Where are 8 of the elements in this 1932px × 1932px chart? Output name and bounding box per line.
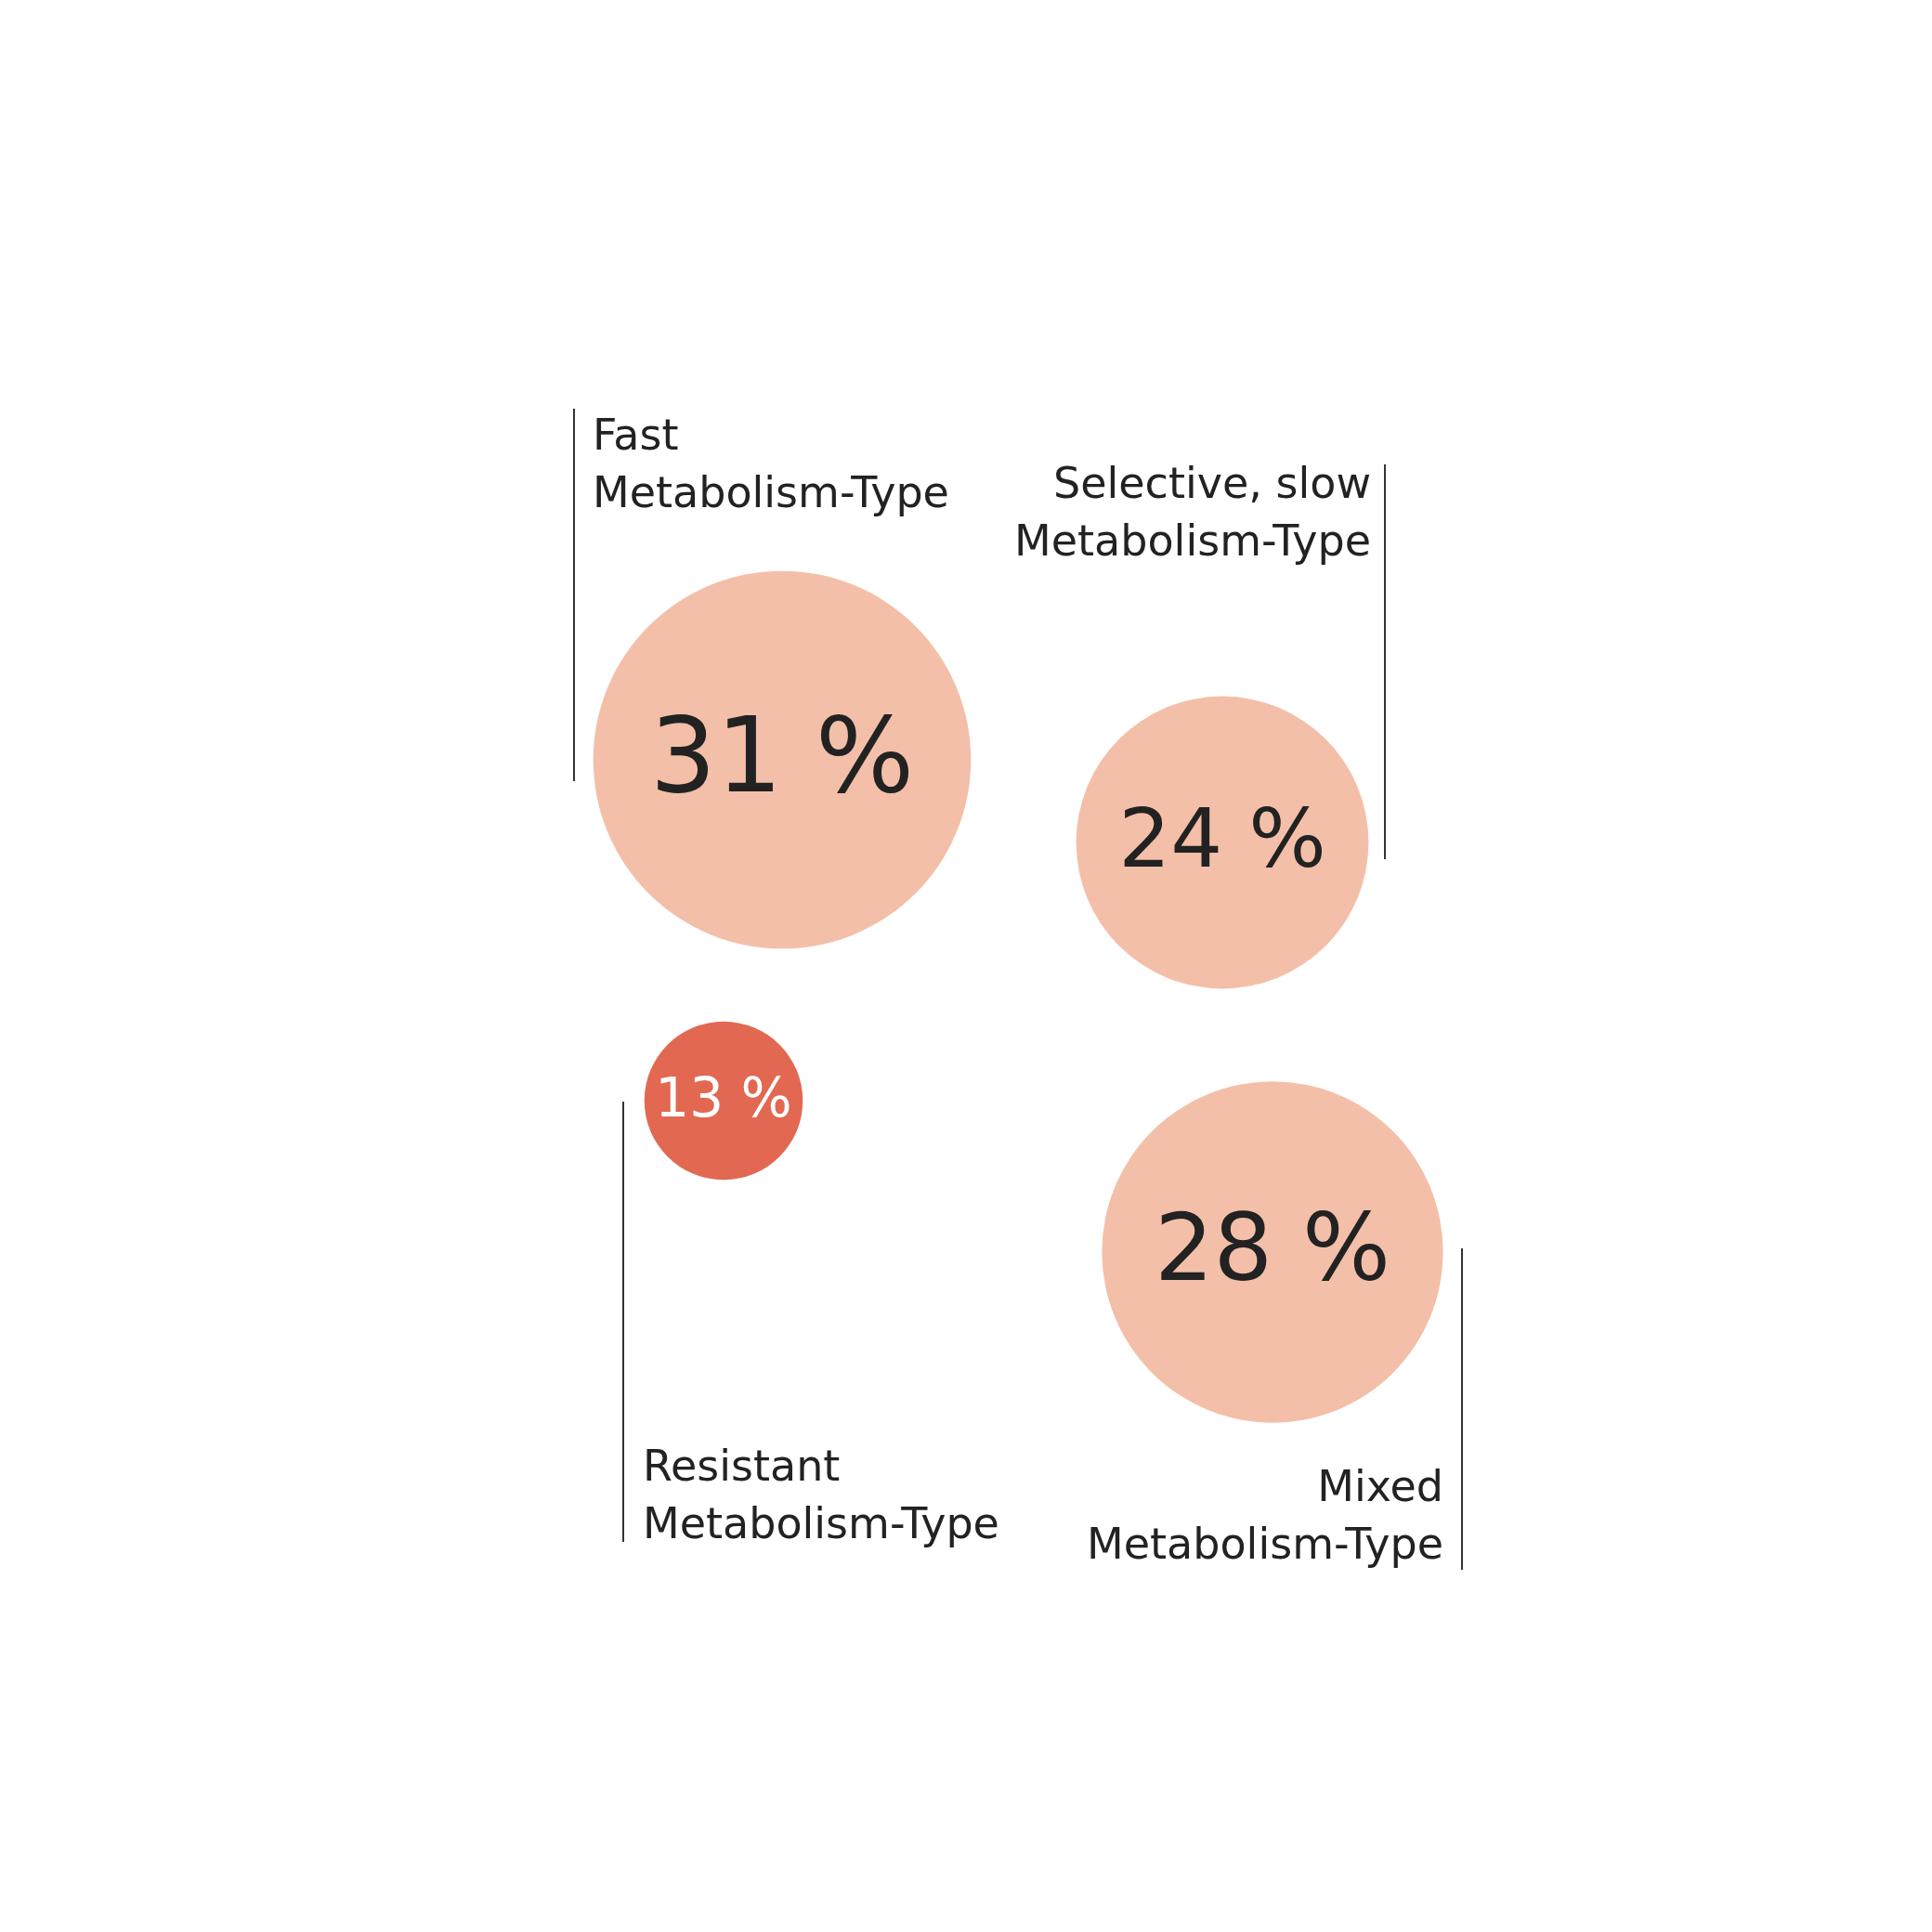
data-label: 31 % [649, 695, 915, 816]
category-label: Mixed Metabolism-Type [1087, 1461, 1443, 1569]
data-label: 28 % [1154, 1194, 1391, 1302]
data-label: 24 % [1118, 790, 1326, 886]
category-label: Selective, slow Metabolism-Type [1014, 458, 1371, 566]
data-label: 13 % [655, 1066, 792, 1129]
category-label: Resistant Metabolism-Type [643, 1441, 999, 1548]
category-label: Fast Metabolism-Type [593, 410, 949, 517]
